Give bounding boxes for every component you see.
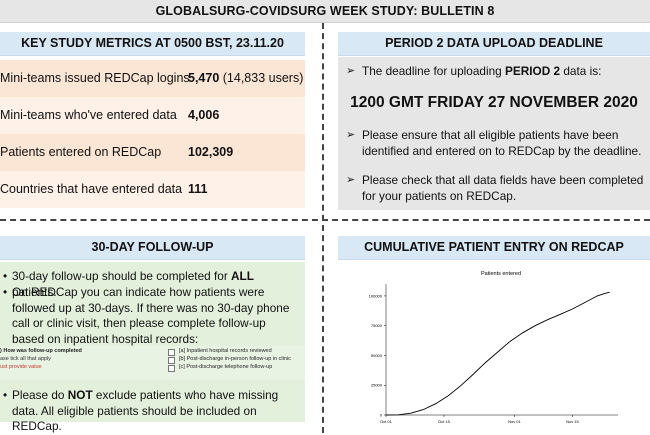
metrics-header: KEY STUDY METRICS AT 0500 BST, 23.11.20 [0, 32, 305, 56]
form-options: [a] Inpatient hospital records reviewed … [168, 348, 291, 372]
metric-label: Patients entered on REDCap [0, 145, 162, 159]
cumulative-chart: Patients entered 0 25000 50000 75000 100000 O… [338, 262, 628, 432]
deadline-panel [338, 57, 650, 210]
metrics-row: Mini-teams issued REDCap logins 5,470 (1… [0, 60, 305, 97]
metric-value: 4,006 [188, 108, 220, 122]
checkbox-icon [168, 365, 175, 372]
metric-label: Mini-teams who've entered data [0, 108, 177, 122]
deadline-datetime: 1200 GMT FRIDAY 27 NOVEMBER 2020 [350, 94, 638, 111]
x-tick-label: Nov 01 [508, 419, 521, 424]
metric-label: Countries that have entered data [0, 182, 183, 196]
metrics-row: Patients entered on REDCap 102,309 [0, 134, 305, 171]
form-required-note: ust provide value [0, 364, 42, 370]
deadline-point: ➢ Please check that all data fields have… [346, 173, 644, 203]
x-tick-label: Oct 01 [380, 419, 393, 424]
chart-background [338, 262, 628, 432]
y-tick-label: 50000 [371, 353, 383, 358]
form-hint: ase tick all that apply [0, 356, 52, 362]
deadline-intro: ➢ The deadline for uploading PERIOD 2 da… [346, 64, 602, 78]
followup-bullet: • 30-day follow-up should be completed f… [3, 269, 254, 299]
x-tick-label: Nov 15 [566, 419, 579, 424]
form-option: [b] Post-discharge in-person follow-up i… [168, 356, 291, 364]
y-tick-label: 0 [380, 413, 383, 418]
followup-bullet: • Please do NOT exclude patients who hav… [3, 388, 279, 433]
bullet-icon: • [3, 285, 8, 299]
form-question: ) How was follow-up completed [0, 348, 82, 354]
metrics-row: Countries that have entered data 111 [0, 171, 305, 208]
chart-title: Patients entered [481, 271, 521, 277]
followup-bullet: • On REDCap you can indicate how patient… [3, 285, 290, 346]
form-option: [a] Inpatient hospital records reviewed [168, 348, 291, 356]
metric-label: Mini-teams issued REDCap logins [0, 71, 190, 85]
redcap-form-snippet: ) How was follow-up completed ase tick a… [0, 346, 305, 380]
arrow-icon: ➢ [346, 129, 356, 141]
arrow-icon: ➢ [346, 65, 356, 77]
metric-value: 111 [188, 182, 208, 196]
horizontal-divider [0, 219, 650, 221]
checkbox-icon [168, 357, 175, 364]
followup-panel [0, 262, 305, 422]
form-option: [c] Post-discharge telephone follow-up [168, 364, 291, 372]
metric-value: 102,309 [188, 145, 234, 159]
metrics-table: Mini-teams issued REDCap logins 5,470 (1… [0, 60, 305, 208]
y-tick-label: 100000 [369, 293, 383, 298]
deadline-point: ➢ Please ensure that all eligible patien… [346, 128, 642, 158]
followup-header: 30-DAY FOLLOW-UP [0, 236, 305, 260]
deadline-header: PERIOD 2 DATA UPLOAD DEADLINE [338, 32, 650, 56]
bullet-icon: • [3, 388, 8, 402]
series-line [385, 291, 610, 416]
x-tick-label: Oct 15 [438, 419, 451, 424]
vertical-divider [322, 23, 324, 433]
metrics-row: Mini-teams who've entered data 4,006 [0, 97, 305, 134]
chart-ticks: 0 25000 50000 75000 100000 Oct 01 Oct 15 Nov 01… [369, 293, 580, 424]
arrow-icon: ➢ [346, 174, 356, 186]
metric-value: 5,470 (14,833 users) [188, 71, 304, 85]
bullet-icon: • [3, 269, 8, 283]
bulletin-title: GLOBALSURG-COVIDSURG WEEK STUDY: BULLETI… [0, 0, 650, 23]
y-tick-label: 25000 [371, 383, 383, 388]
y-tick-label: 75000 [371, 323, 383, 328]
chart-header: CUMULATIVE PATIENT ENTRY ON REDCAP [338, 236, 650, 260]
checkbox-icon [168, 349, 175, 356]
